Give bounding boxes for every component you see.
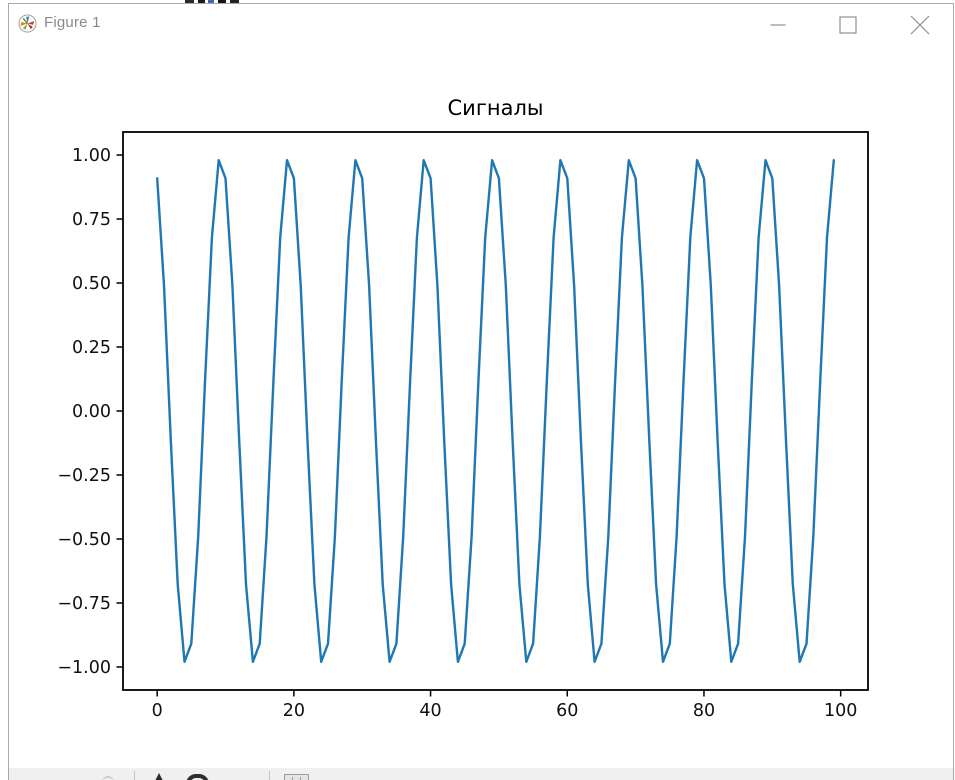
toolbar-separator (134, 771, 135, 780)
figure-canvas: 0 20 40 60 80 100 1.00 0.75 0.50 0.25 0.00 −0.25 −0.… (57, 131, 869, 721)
maximize-icon (839, 16, 857, 34)
text-fragment (198, 0, 205, 3)
x-tick-label: 40 (419, 701, 441, 721)
figure-window: Figure 1 Сигналы 0 20 40 60 80 100 1.00 0.75 0.5 (8, 3, 954, 780)
chart-title: Сигналы (447, 96, 544, 120)
y-tick-label: 0.75 (72, 210, 111, 230)
y-tick-label: −0.75 (57, 594, 111, 614)
y-tick-label: 0.00 (72, 402, 111, 422)
navigation-toolbar (9, 768, 953, 780)
close-button[interactable] (897, 4, 943, 46)
y-tick-label: 1.00 (72, 146, 111, 166)
text-fragment (208, 0, 214, 3)
minimize-icon (770, 24, 786, 26)
window-title: Figure 1 (44, 14, 101, 31)
x-tick-label: 20 (283, 701, 305, 721)
y-tick-label: −1.00 (57, 658, 111, 678)
y-tick-label: 0.25 (72, 338, 111, 358)
text-fragment (185, 0, 194, 3)
maximize-button[interactable] (825, 4, 871, 46)
toolbar-separator (269, 771, 270, 780)
minimize-button[interactable] (755, 4, 801, 46)
text-fragment (230, 0, 239, 3)
y-tick-label: 0.50 (72, 274, 111, 294)
text-fragment (218, 0, 226, 3)
x-tick-label: 80 (693, 701, 715, 721)
subplots-icon[interactable] (284, 774, 309, 780)
signal-line (155, 158, 835, 663)
plot-border (122, 131, 869, 691)
close-icon (910, 15, 930, 35)
x-tick-label: 100 (824, 701, 857, 721)
zoom-icon[interactable] (186, 774, 209, 780)
forward-icon[interactable] (102, 776, 114, 780)
x-tick-label: 0 (152, 701, 163, 721)
y-tick-label: −0.25 (57, 466, 111, 486)
y-tick-label: −0.50 (57, 530, 111, 550)
occluded-window-edge (0, 0, 955, 3)
x-tick-label: 60 (556, 701, 578, 721)
pan-icon[interactable] (153, 773, 165, 780)
matplotlib-logo-icon (18, 14, 37, 33)
titlebar[interactable]: Figure 1 (9, 4, 953, 46)
